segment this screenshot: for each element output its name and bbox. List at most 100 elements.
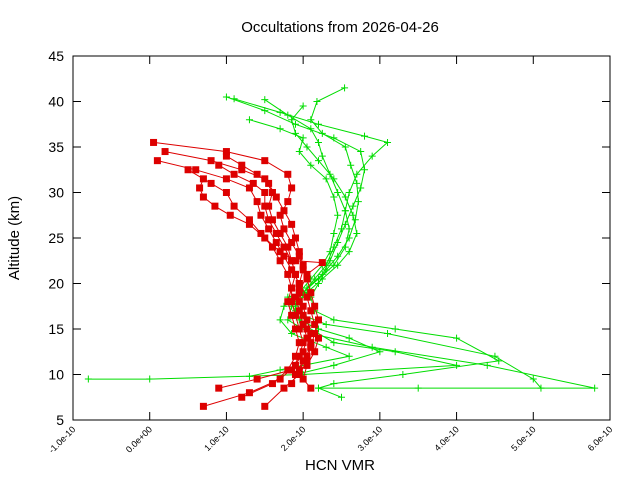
data-point bbox=[303, 270, 311, 278]
data-point bbox=[291, 361, 299, 369]
data-point bbox=[288, 184, 296, 192]
data-point bbox=[338, 393, 345, 401]
data-point bbox=[341, 84, 349, 92]
data-point bbox=[291, 371, 299, 378]
data-point bbox=[299, 348, 307, 356]
y-tick-label: 5 bbox=[56, 412, 64, 428]
data-point bbox=[257, 229, 265, 237]
data-point bbox=[529, 375, 537, 383]
data-point bbox=[299, 261, 307, 269]
data-point bbox=[347, 161, 355, 169]
data-point bbox=[295, 284, 303, 292]
data-point bbox=[353, 229, 361, 237]
data-point bbox=[211, 202, 219, 210]
data-point bbox=[307, 125, 315, 133]
data-point bbox=[192, 166, 200, 174]
data-point bbox=[318, 275, 326, 283]
series-red-12 bbox=[222, 152, 322, 378]
data-point bbox=[303, 361, 311, 369]
data-point bbox=[284, 170, 292, 178]
data-point bbox=[314, 138, 322, 146]
data-point bbox=[349, 211, 357, 219]
data-point bbox=[299, 320, 307, 328]
data-point bbox=[299, 134, 307, 142]
data-point bbox=[288, 116, 296, 124]
data-point bbox=[311, 320, 319, 328]
data-point bbox=[361, 166, 369, 174]
x-tick-label: 2.0e-10 bbox=[279, 424, 308, 453]
data-point bbox=[288, 220, 296, 228]
data-point bbox=[222, 152, 230, 160]
data-point bbox=[280, 384, 288, 392]
data-point bbox=[295, 307, 303, 315]
data-point bbox=[303, 352, 311, 360]
data-point bbox=[299, 102, 307, 110]
data-point bbox=[288, 366, 296, 374]
data-point bbox=[295, 252, 303, 260]
data-point bbox=[291, 257, 299, 265]
data-point bbox=[353, 170, 361, 178]
data-point bbox=[280, 243, 288, 251]
data-point bbox=[334, 189, 342, 196]
data-point bbox=[199, 402, 207, 410]
data-point bbox=[245, 372, 253, 380]
data-point bbox=[307, 384, 315, 392]
data-point bbox=[146, 375, 154, 383]
data-point bbox=[288, 311, 296, 319]
data-point bbox=[330, 316, 338, 324]
series-line bbox=[165, 151, 300, 398]
data-point bbox=[384, 138, 392, 146]
data-point bbox=[483, 361, 491, 369]
data-point bbox=[330, 339, 338, 347]
data-point bbox=[291, 311, 299, 319]
data-point bbox=[345, 248, 353, 256]
data-point bbox=[268, 380, 276, 388]
data-point bbox=[280, 252, 288, 260]
x-tick-label: -1.0e-10 bbox=[47, 424, 78, 455]
y-tick-label: 35 bbox=[48, 139, 64, 155]
data-point bbox=[357, 184, 365, 192]
data-point bbox=[341, 243, 349, 251]
data-point bbox=[349, 202, 357, 210]
data-point bbox=[276, 257, 284, 265]
data-point bbox=[384, 330, 392, 338]
data-point bbox=[272, 193, 280, 201]
data-point bbox=[591, 384, 599, 392]
data-point bbox=[196, 184, 204, 192]
series-red-9 bbox=[184, 166, 307, 392]
data-point bbox=[299, 357, 307, 365]
series-red-10 bbox=[196, 175, 326, 410]
data-point bbox=[307, 330, 315, 338]
data-point bbox=[222, 93, 230, 101]
data-point bbox=[226, 211, 234, 219]
data-point bbox=[341, 193, 349, 201]
data-point bbox=[288, 266, 296, 274]
data-point bbox=[334, 261, 342, 269]
data-point bbox=[414, 384, 422, 392]
data-point bbox=[245, 216, 253, 224]
data-point bbox=[318, 259, 326, 267]
data-point bbox=[276, 229, 284, 237]
data-point bbox=[295, 298, 303, 306]
data-point bbox=[249, 179, 257, 187]
series-line bbox=[153, 141, 308, 407]
data-point bbox=[261, 234, 269, 242]
data-point bbox=[288, 239, 296, 247]
data-point bbox=[322, 343, 330, 351]
data-point bbox=[207, 157, 215, 165]
data-point bbox=[261, 175, 269, 183]
data-point bbox=[291, 325, 299, 333]
series-line bbox=[233, 98, 595, 389]
y-tick-label: 25 bbox=[48, 230, 64, 246]
chart-title: Occultations from 2026-04-26 bbox=[241, 19, 439, 36]
data-point bbox=[245, 116, 253, 124]
data-point bbox=[345, 189, 353, 196]
data-point bbox=[276, 248, 284, 256]
data-point bbox=[276, 211, 284, 219]
data-point bbox=[268, 216, 276, 224]
data-point bbox=[284, 316, 292, 324]
data-point bbox=[284, 366, 292, 374]
data-point bbox=[295, 325, 303, 333]
data-point bbox=[338, 225, 345, 233]
